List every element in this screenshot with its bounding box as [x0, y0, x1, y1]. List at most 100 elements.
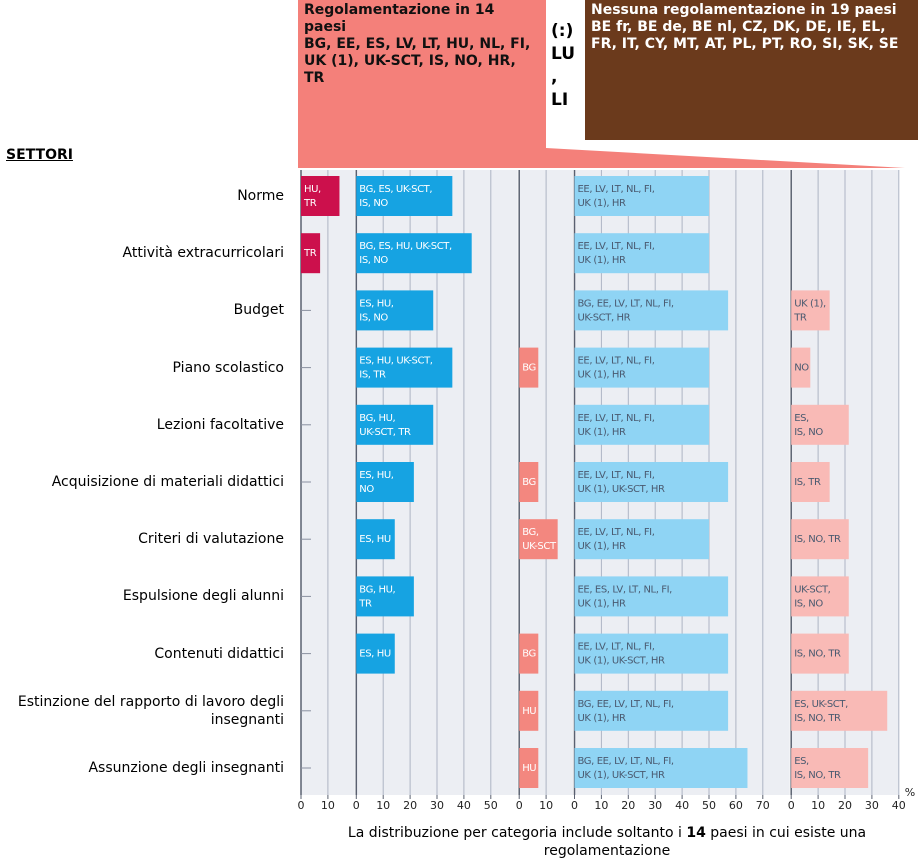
x-tick-label: 30 [865, 799, 879, 812]
bar-label: BG, EE, LV, LT, NL, FI, [578, 699, 674, 710]
bar [356, 347, 453, 388]
x-tick-label: 40 [457, 799, 471, 812]
x-tick-label: 70 [756, 799, 770, 812]
bar-label: IS, NO, TR [794, 713, 841, 724]
bar [519, 748, 539, 788]
regulated-title: Regolamentazione in 14 paesi [304, 2, 495, 35]
bar-label: EE, LV, LT, NL, FI, [578, 241, 655, 252]
bar-label: EE, LV, LT, NL, FI, [578, 184, 655, 195]
regulated-countries: BG, EE, ES, LV, LT, HU, NL, FI, [304, 36, 531, 52]
bar [791, 462, 830, 502]
category-label: Attività extracurricolari [122, 245, 284, 262]
bar-label: UK (1), HR [578, 713, 626, 724]
bar-label: NO [794, 363, 809, 374]
bar-label: IS, NO [794, 598, 823, 609]
no-data-label: (:) [551, 21, 574, 41]
x-tick-label: 40 [892, 799, 906, 812]
bar-label: IS, TR [794, 477, 821, 488]
bar-label: IS, NO, TR [794, 770, 841, 781]
bar [574, 462, 729, 502]
bar-label: BG [522, 649, 536, 660]
bar-label: UK-SCT [522, 541, 557, 552]
bar-label: ES, [794, 413, 809, 424]
bar-label: IS, NO [359, 312, 388, 323]
bar [791, 290, 830, 331]
bar [574, 290, 729, 331]
bar [791, 633, 849, 674]
bar-label: ES, UK-SCT, [794, 699, 848, 710]
bar-label: ES, HU, UK-SCT, [359, 356, 432, 367]
bar-label: BG, HU, [359, 413, 395, 424]
x-tick-label: 50 [702, 799, 716, 812]
x-tick-label: 10 [321, 799, 335, 812]
bar [356, 233, 472, 274]
bar-label: UK (1), HR [578, 198, 626, 209]
bar [791, 404, 849, 445]
bar [519, 347, 539, 388]
bar-label: TR [303, 198, 317, 209]
x-tick-label: 10 [376, 799, 390, 812]
bar-label: UK-SCT, HR [578, 312, 631, 323]
x-tick-label: 0 [298, 799, 305, 812]
x-tick-label: 0 [516, 799, 523, 812]
bar-label: IS, NO, TR [794, 534, 841, 545]
x-tick-label: 10 [594, 799, 608, 812]
bar-label: EE, ES, LV, LT, NL, FI, [578, 584, 673, 595]
bar [574, 576, 729, 617]
bar [574, 176, 709, 216]
category-label: Budget [233, 302, 284, 319]
bar-label: IS, NO, TR [794, 649, 841, 660]
bar [574, 233, 709, 274]
bar-label: TR [303, 248, 317, 259]
category-label: Lezioni facoltative [156, 416, 284, 433]
bar-label: UK (1), [794, 298, 826, 309]
category-label: Criteri di valutazione [138, 531, 284, 548]
x-tick-label: 30 [648, 799, 662, 812]
bar-label: UK-SCT, [794, 584, 830, 595]
category-label: Espulsione degli alunni [122, 588, 284, 605]
bar [791, 519, 849, 560]
footnote-number: 14 [686, 825, 706, 841]
bar-label: BG [522, 477, 536, 488]
bar [574, 519, 709, 560]
bar [356, 176, 453, 216]
no-data-label: LI [551, 90, 569, 110]
bar [791, 690, 888, 731]
bar-label: ES, HU, [359, 470, 393, 481]
x-tick-label: 50 [484, 799, 498, 812]
no-data-box: (:) LU , LI [551, 20, 583, 112]
bar [301, 176, 340, 216]
x-tick-label: 20 [403, 799, 417, 812]
bar-label: BG, ES, UK-SCT, [359, 184, 432, 195]
x-tick-label: 30 [430, 799, 444, 812]
no-data-label: , [551, 67, 558, 87]
x-tick-label: 0 [788, 799, 795, 812]
bar-label: ES, HU, [359, 298, 393, 309]
x-tick-label: 20 [838, 799, 852, 812]
bar-label: UK (1), HR [578, 370, 626, 381]
x-tick-label: 40 [675, 799, 689, 812]
bar-label: EE, LV, LT, NL, FI, [578, 356, 655, 367]
x-tick-label: 0 [353, 799, 360, 812]
not-regulated-countries: FR, IT, CY, MT, AT, PL, PT, RO, SI, SK, … [591, 36, 899, 52]
bar-label: UK (1), HR [578, 427, 626, 438]
bar [791, 576, 849, 617]
footnote-text: La distribuzione per categoria include s… [347, 825, 687, 841]
category-label: Norme [237, 188, 284, 204]
bar-label: ES, [794, 756, 809, 767]
bar-label: UK (1), UK-SCT, HR [578, 770, 666, 781]
regulated-countries: UK (1), UK-SCT, IS, NO, HR, TR [304, 53, 516, 86]
categories-title: SETTORI [6, 147, 73, 163]
x-unit: % [905, 786, 915, 799]
bar-label: HU, [304, 184, 321, 195]
bar [791, 748, 869, 788]
bar [574, 633, 729, 674]
bar-label: HU [522, 706, 536, 717]
category-label: Assunzione degli insegnanti [88, 760, 284, 776]
bar-label: ES, HU [359, 649, 391, 660]
bar [301, 233, 321, 274]
bar [356, 519, 395, 560]
bar-label: UK-SCT, TR [359, 427, 411, 438]
bar-label: EE, LV, LT, NL, FI, [578, 470, 655, 481]
